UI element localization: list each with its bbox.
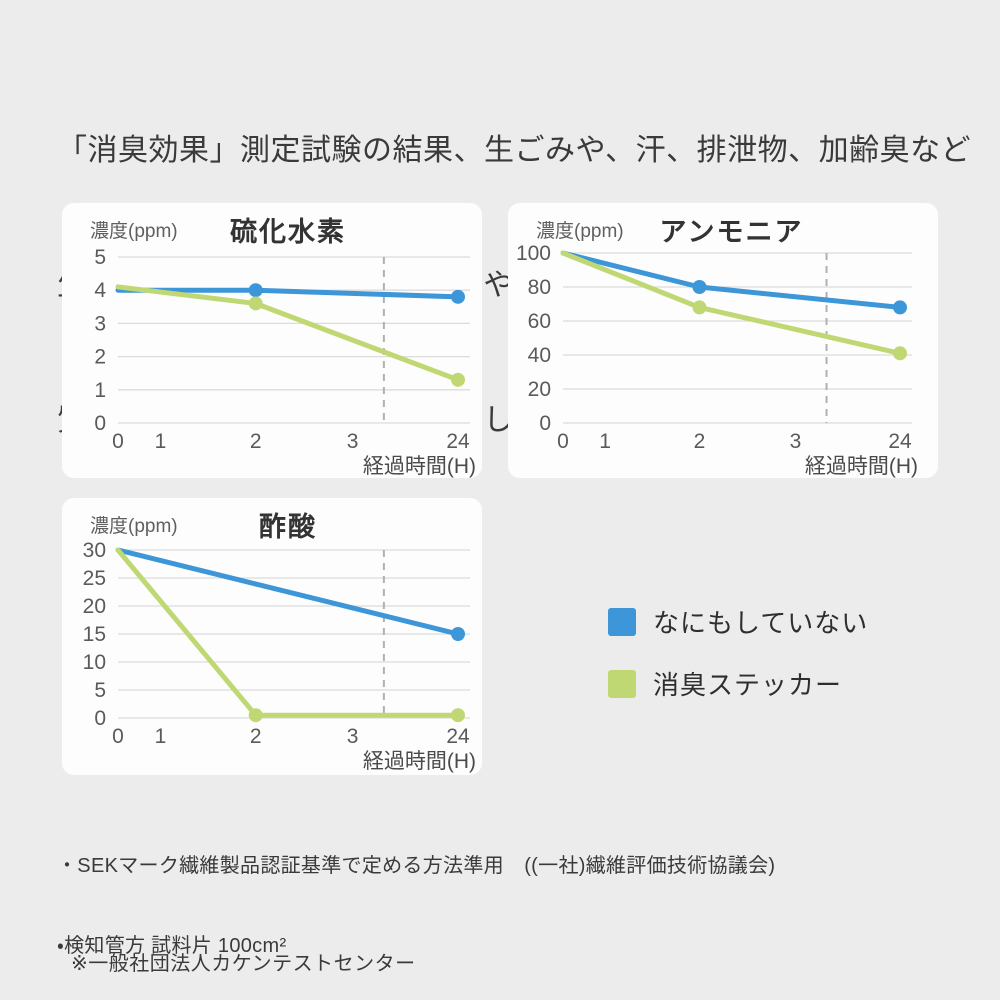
chart-card-ammonia: 100 80 60 40 20 0 0 1 2 3 24 濃度(ppm) アンモニア経過時間(H) <box>508 203 938 478</box>
y-tick-label: 2 <box>94 346 106 369</box>
y-tick-label: 3 <box>94 312 106 335</box>
x-tick-label: 3 <box>790 430 802 453</box>
data-point-marker <box>451 708 465 723</box>
y-tick-label: 5 <box>94 679 106 702</box>
data-point-marker <box>692 280 707 294</box>
y-tick-label: 40 <box>528 344 551 367</box>
chart-title: アンモニア <box>660 217 804 247</box>
data-point-marker <box>692 300 707 315</box>
x-tick-label: 24 <box>888 430 912 453</box>
page-title-line: 「消臭効果」測定試験の結果、生ごみや、汗、排泄物、加齢臭など <box>57 134 972 167</box>
test-center-source-note: ※一般社団法人カケンテストセンター <box>71 953 416 975</box>
y-tick-label: 25 <box>83 567 106 590</box>
chart-title: 硫化水素 <box>230 217 346 247</box>
x-tick-label: 1 <box>599 430 611 453</box>
legend-item-deodorizing-sticker: 消臭ステッカー <box>608 665 868 702</box>
chart-card-hydrogen-sulfide: 5 4 3 2 1 0 0 1 2 3 24 濃度(ppm) 硫化水素経過時間(H) <box>62 203 482 478</box>
chart-card-acetic-acid: 30 25 20 15 10 5 0 0 1 2 3 24 濃度(ppm) 酢酸 経過時間(H) <box>62 498 482 775</box>
y-axis-label: 濃度(ppm) <box>90 220 178 242</box>
y-tick-label: 80 <box>528 276 551 299</box>
legend-swatch-blue <box>608 607 636 636</box>
test-method-footnotes: ・SEKマーク繊維製品認証基準で定める方法準用 ((一社)繊維評価技術協議会) … <box>57 800 865 1000</box>
y-tick-label: 0 <box>94 412 106 435</box>
y-tick-label: 0 <box>539 412 551 435</box>
x-axis-label: 経過時間(H) <box>363 750 476 773</box>
data-point-marker <box>248 296 263 311</box>
series-line-blue <box>560 250 903 310</box>
legend-item-untreated: なにもしていない <box>608 603 868 640</box>
y-axis-label: 濃度(ppm) <box>536 220 624 242</box>
x-tick-label: 1 <box>155 725 167 748</box>
y-tick-label: 0 <box>94 707 106 730</box>
x-tick-label: 3 <box>347 725 359 748</box>
legend-swatch-green <box>608 669 636 698</box>
x-tick-label: 2 <box>250 725 262 748</box>
y-tick-label: 20 <box>83 595 106 618</box>
legend-label: 消臭ステッカー <box>653 670 843 700</box>
chart-legend: なにもしていない 消臭ステッカー <box>608 603 868 702</box>
data-point-marker <box>893 346 907 361</box>
y-tick-label: 5 <box>94 246 106 269</box>
x-tick-label: 2 <box>250 430 262 453</box>
footnote-line: ・検知管方 試料片 100cm² <box>57 934 287 957</box>
x-axis-label: 経過時間(H) <box>363 455 476 478</box>
x-tick-label: 3 <box>347 430 359 453</box>
chart-title: 酢酸 <box>259 511 317 542</box>
y-tick-label: 30 <box>83 539 106 562</box>
x-axis-label: 経過時間(H) <box>805 455 918 478</box>
x-tick-label: 0 <box>112 725 124 748</box>
y-tick-label: 4 <box>94 279 106 302</box>
y-tick-label: 100 <box>516 242 551 265</box>
data-point-marker <box>451 372 465 387</box>
data-point-marker <box>451 627 465 641</box>
data-point-marker <box>248 283 263 298</box>
x-tick-label: 1 <box>155 430 167 453</box>
y-tick-label: 15 <box>83 623 106 646</box>
x-tick-label: 0 <box>112 430 124 453</box>
y-tick-label: 10 <box>83 651 106 674</box>
series-line-green <box>115 284 461 383</box>
x-tick-label: 0 <box>557 430 569 453</box>
y-axis-label: 濃度(ppm) <box>90 515 178 537</box>
y-tick-label: 1 <box>94 379 106 402</box>
x-tick-label: 2 <box>694 430 706 453</box>
data-point-marker <box>451 289 465 304</box>
y-tick-label: 20 <box>528 378 551 401</box>
footnote-line: ・SEKマーク繊維製品認証基準で定める方法準用 ((一社)繊維評価技術協議会) <box>57 855 776 877</box>
series-line-blue <box>115 547 461 637</box>
legend-label: なにもしていない <box>653 608 869 638</box>
x-tick-label: 24 <box>446 725 470 748</box>
data-point-marker <box>248 708 263 723</box>
data-point-marker <box>893 300 907 315</box>
x-tick-label: 24 <box>446 430 470 453</box>
y-tick-label: 60 <box>528 310 551 333</box>
